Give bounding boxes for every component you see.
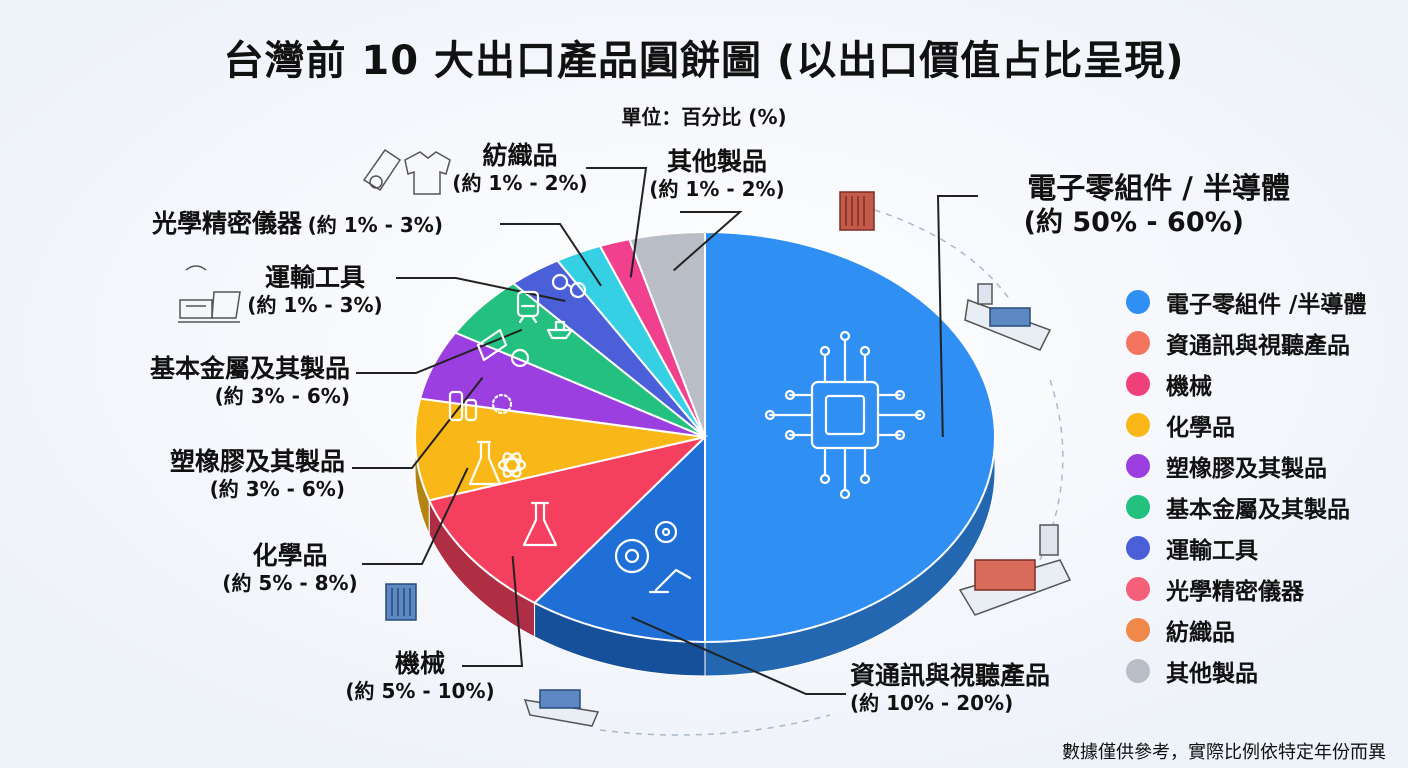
- legend-swatch: [1126, 576, 1150, 601]
- label-plastics: 塑橡膠及其製品 (約 3% - 6%): [169, 447, 345, 502]
- legend-item: 塑橡膠及其製品: [1126, 445, 1366, 486]
- pie-slice: [704, 230, 996, 644]
- container-icon: [839, 191, 875, 231]
- leader-line: [396, 277, 566, 302]
- leader-line: [631, 616, 846, 695]
- label-electronics: 電子零組件 / 半導體 (約 50% - 60%): [1023, 171, 1290, 239]
- gear-robot-arm-icon: [614, 520, 692, 594]
- legend-swatch: [1126, 617, 1150, 642]
- metal-gear-icon: [476, 328, 530, 368]
- legend-swatch: [1126, 412, 1150, 437]
- leader-line: [362, 467, 469, 565]
- pie-slice: [414, 397, 706, 502]
- leader-line: [673, 211, 743, 272]
- legend-item: 紡織品: [1126, 609, 1366, 650]
- container-icon: [385, 583, 417, 621]
- legend-swatch: [1126, 289, 1150, 314]
- chart-title: 台灣前 10 大出口產品圓餅圖 (以出口價值占比呈現): [223, 38, 1185, 84]
- legend-item: 光學精密儀器: [1126, 568, 1366, 609]
- container-ship-icon: [964, 283, 1052, 351]
- legend-swatch: [1126, 453, 1150, 478]
- legend-swatch: [1126, 535, 1150, 560]
- legend-swatch: [1126, 330, 1150, 355]
- legend-swatch: [1126, 658, 1150, 683]
- legend-item: 基本金屬及其製品: [1126, 486, 1366, 527]
- legend-item: 資通訊與視聽產品: [1126, 322, 1366, 363]
- atom-icon: [497, 452, 527, 478]
- legend-item: 機械: [1126, 363, 1366, 404]
- leader-line: [936, 195, 978, 438]
- flask-icon: [468, 440, 558, 547]
- container-ship-icon: [958, 524, 1072, 616]
- ship-train-icon: [178, 265, 241, 323]
- footnote: 數據僅供參考，實際比例依特定年份而異: [1062, 742, 1386, 763]
- label-machinery: 機械 (約 5% - 10%): [345, 649, 495, 704]
- legend-item: 化學品: [1126, 404, 1366, 445]
- legend-item: 運輸工具: [1126, 527, 1366, 568]
- label-transport: 運輸工具 (約 1% - 3%): [247, 263, 383, 318]
- leader-line: [500, 223, 602, 287]
- textile-shirt-icon: [362, 148, 451, 195]
- legend-item: 其他製品: [1126, 650, 1366, 691]
- chart-subtitle: 單位：百分比 (%): [621, 105, 787, 129]
- train-ship-icon: [516, 290, 574, 340]
- bottles-icon: [448, 390, 513, 422]
- pie-slice: [627, 230, 706, 438]
- label-metals: 基本金屬及其製品 (約 3% - 6%): [149, 354, 350, 409]
- label-chemicals: 化學品 (約 5% - 8%): [222, 541, 358, 596]
- container-ship-icon: [523, 689, 600, 727]
- leader-line: [356, 328, 523, 374]
- pie-slice: [427, 435, 709, 605]
- label-ict: 資通訊與視聽產品 (約 10% - 20%): [850, 661, 1051, 716]
- glasses-icon: [551, 273, 587, 299]
- chart-legend: 電子零組件 /半導體 資通訊與視聽產品 機械 化學品 塑橡膠及其製品 基本金屬及…: [1126, 281, 1366, 691]
- chip-icon: [764, 330, 926, 500]
- leader-line: [352, 376, 484, 469]
- leader-line: [586, 167, 648, 278]
- legend-swatch: [1126, 371, 1150, 396]
- label-others: 其他製品 (約 1% - 2%): [649, 147, 785, 202]
- decorative-illustrations: [178, 148, 1072, 727]
- leader-line: [462, 556, 524, 667]
- pie-slice: [532, 434, 706, 644]
- legend-swatch: [1126, 494, 1150, 519]
- label-textiles: 紡織品 (約 1% - 2%): [452, 141, 588, 196]
- label-optics: 光學精密儀器 (約 1% - 3%): [152, 209, 443, 238]
- legend-item: 電子零組件 /半導體: [1126, 281, 1366, 322]
